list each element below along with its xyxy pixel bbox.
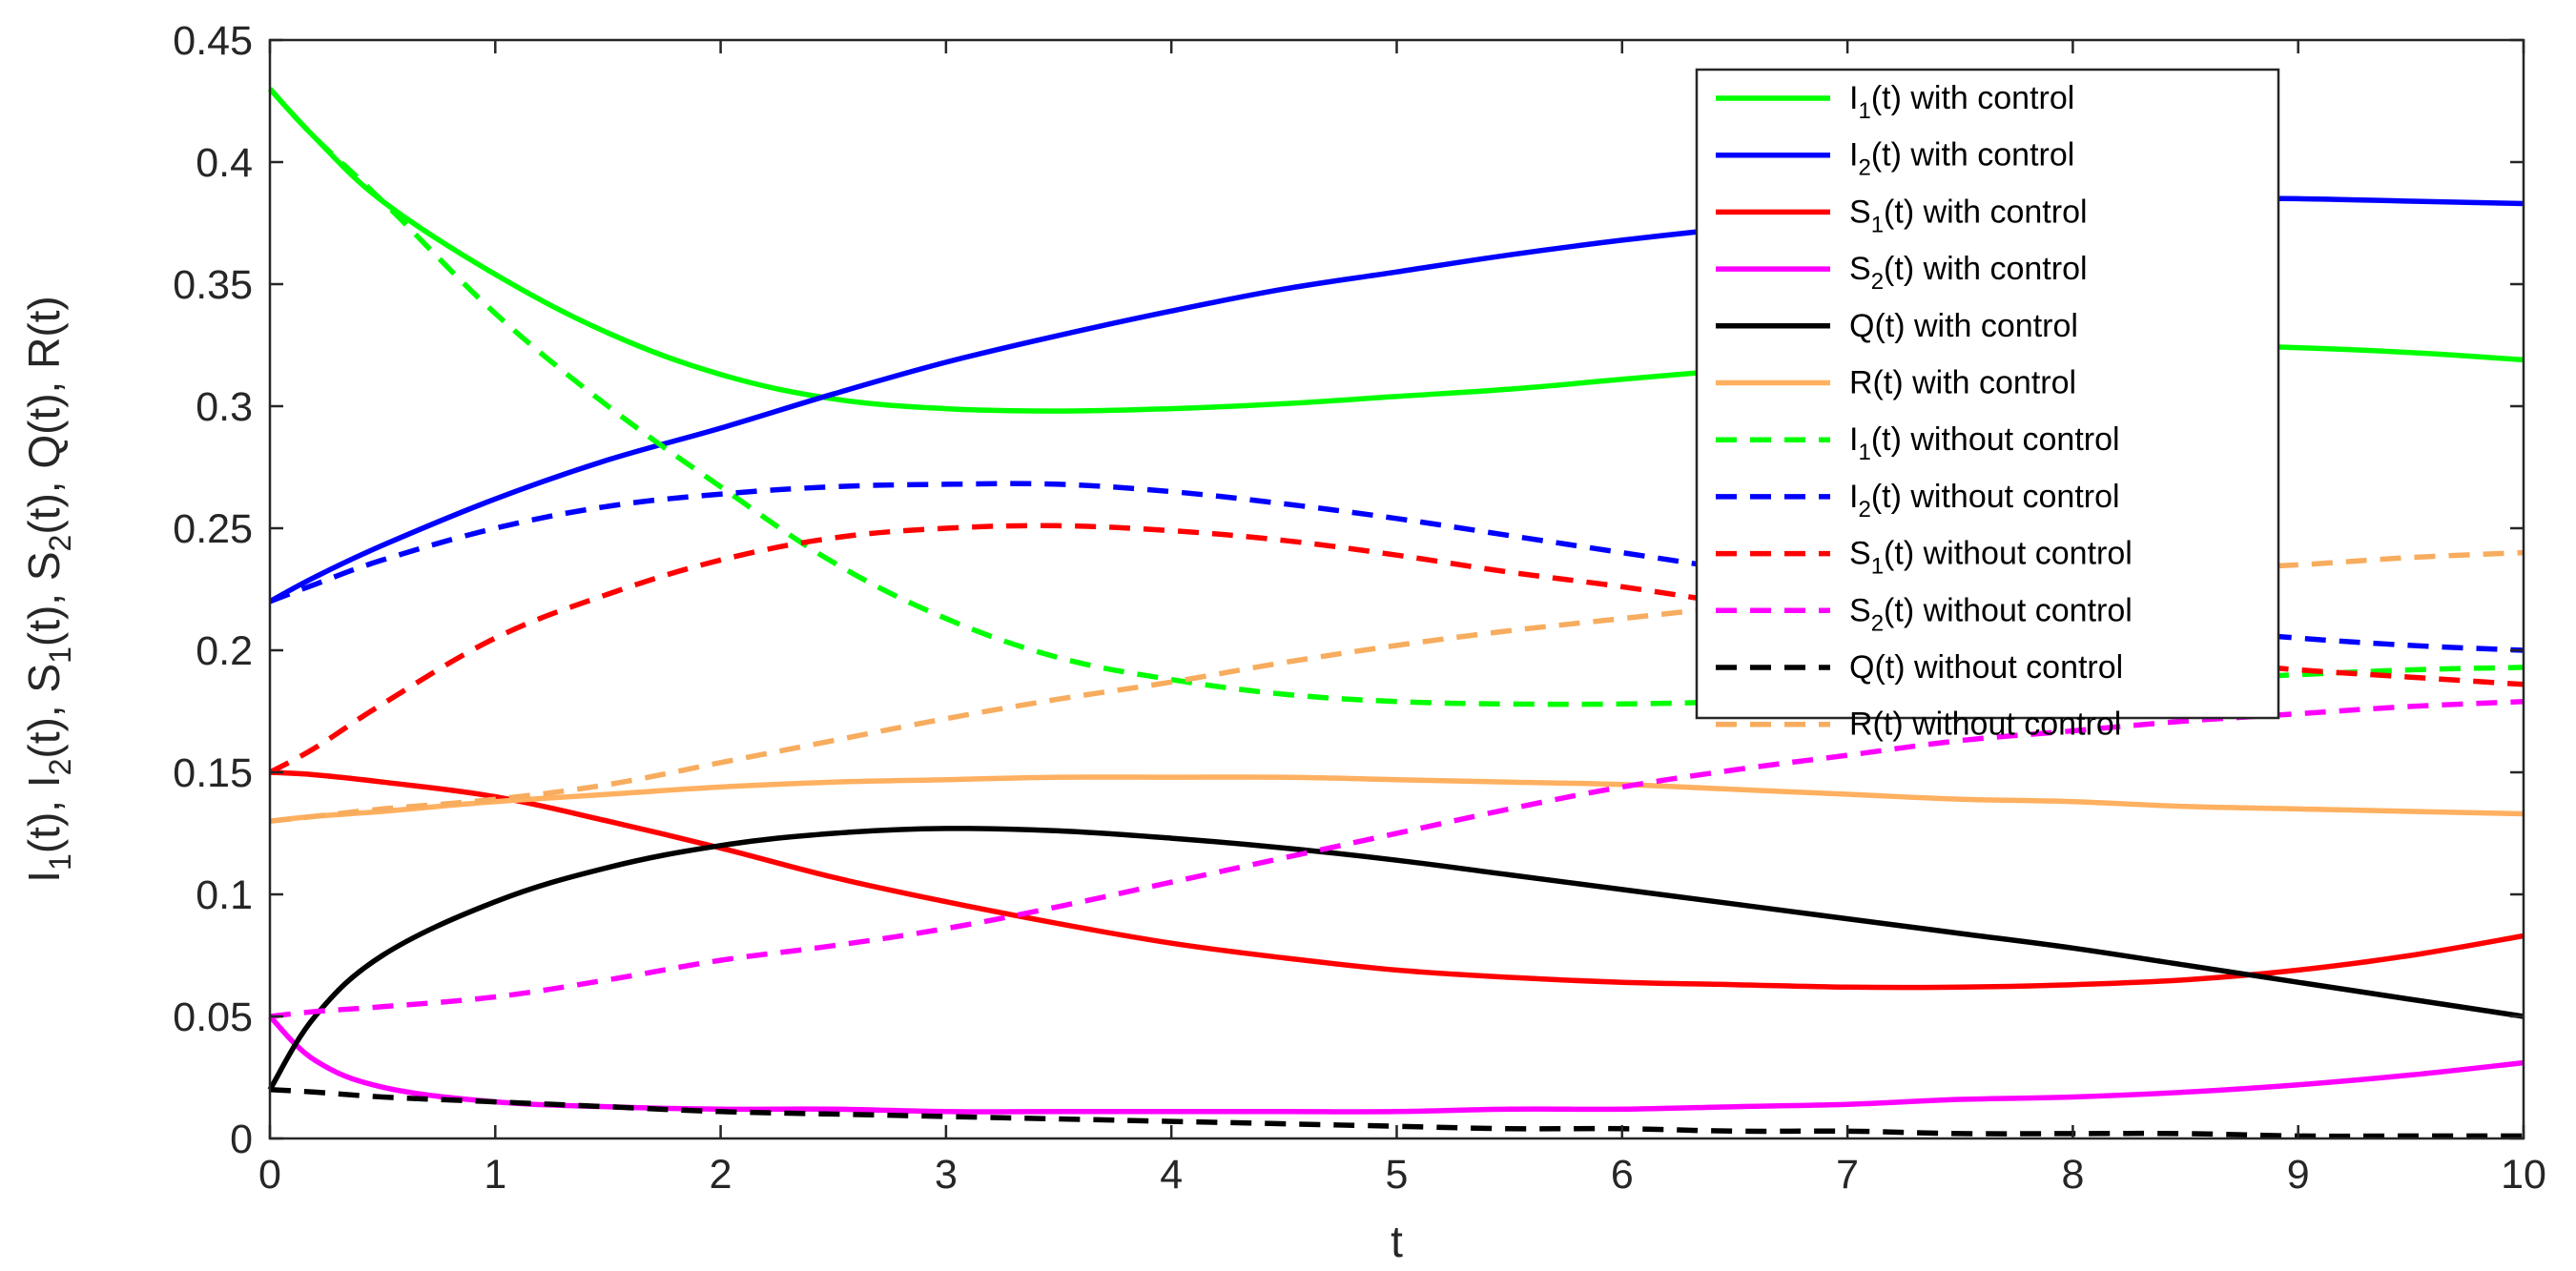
y-tick-label: 0.15: [173, 750, 253, 796]
y-axis-label: I1(t), I2(t), S1(t), S2(t), Q(t), R(t): [19, 296, 77, 882]
legend-label-5: Q(t) with control: [1849, 308, 2078, 344]
legend-label-10: S2(t) without control: [1849, 592, 2133, 636]
legend-label-4: S2(t) with control: [1849, 251, 2088, 295]
y-tick-label: 0.45: [173, 18, 253, 64]
series-line-7: [267, 87, 2524, 707]
series-line-10: [269, 699, 2524, 1019]
y-tick-label: 0.4: [196, 140, 253, 186]
x-tick-label: 3: [935, 1152, 958, 1198]
y-tick-label: 0.35: [173, 262, 253, 308]
series-line-11: [269, 1087, 2524, 1139]
y-tick-label: 0: [230, 1117, 253, 1162]
legend: I1(t) with control I2(t) with control S1(t…: [1695, 68, 2280, 743]
legend-label-6: R(t) with control: [1849, 365, 2076, 401]
x-tick-label: 8: [2061, 1152, 2084, 1198]
y-tick-label: 0.05: [173, 994, 253, 1040]
tick-labels: 0 1 2 3 4 5 6 7 8 9 10 0 0.05 0.1 0.15 0.2 0.25 0.3 0.35 0.…: [173, 18, 2546, 1198]
axis-ticks: [268, 38, 2525, 1140]
x-tick-label: 0: [258, 1152, 281, 1198]
y-tick-label: 0.1: [196, 872, 253, 918]
x-tick-label: 5: [1386, 1152, 1409, 1198]
x-tick-label: 9: [2287, 1152, 2310, 1198]
series-line-12: [269, 549, 2524, 824]
legend-label-7: I1(t) without control: [1849, 421, 2120, 465]
x-tick-label: 4: [1160, 1152, 1183, 1198]
legend-label-12: R(t) without control: [1849, 707, 2121, 743]
plot-lines: [267, 87, 2524, 1139]
x-tick-label: 7: [1836, 1152, 1859, 1198]
x-tick-label: 10: [2501, 1152, 2546, 1198]
series-line-9: [268, 523, 2524, 775]
legend-label-11: Q(t) without control: [1849, 649, 2123, 686]
x-tick-label: 2: [710, 1152, 732, 1198]
series-line-3: [269, 769, 2524, 991]
y-tick-label: 0.3: [196, 384, 253, 430]
legend-label-2: I2(t) with control: [1849, 137, 2074, 181]
legend-label-3: S1(t) with control: [1849, 194, 2088, 237]
x-axis-label: t: [1391, 1217, 1403, 1266]
y-tick-label: 0.2: [196, 628, 253, 674]
series-line-6: [269, 774, 2524, 824]
x-tick-label: 1: [484, 1152, 506, 1198]
legend-label-9: S1(t) without control: [1849, 536, 2133, 580]
x-tick-label: 6: [1611, 1152, 1634, 1198]
series-line-5: [267, 826, 2524, 1092]
legend-label-8: I2(t) without control: [1849, 479, 2120, 523]
series-line-4: [268, 1015, 2524, 1115]
legend-label-1: I1(t) with control: [1849, 80, 2074, 124]
y-tick-label: 0.25: [173, 506, 253, 552]
